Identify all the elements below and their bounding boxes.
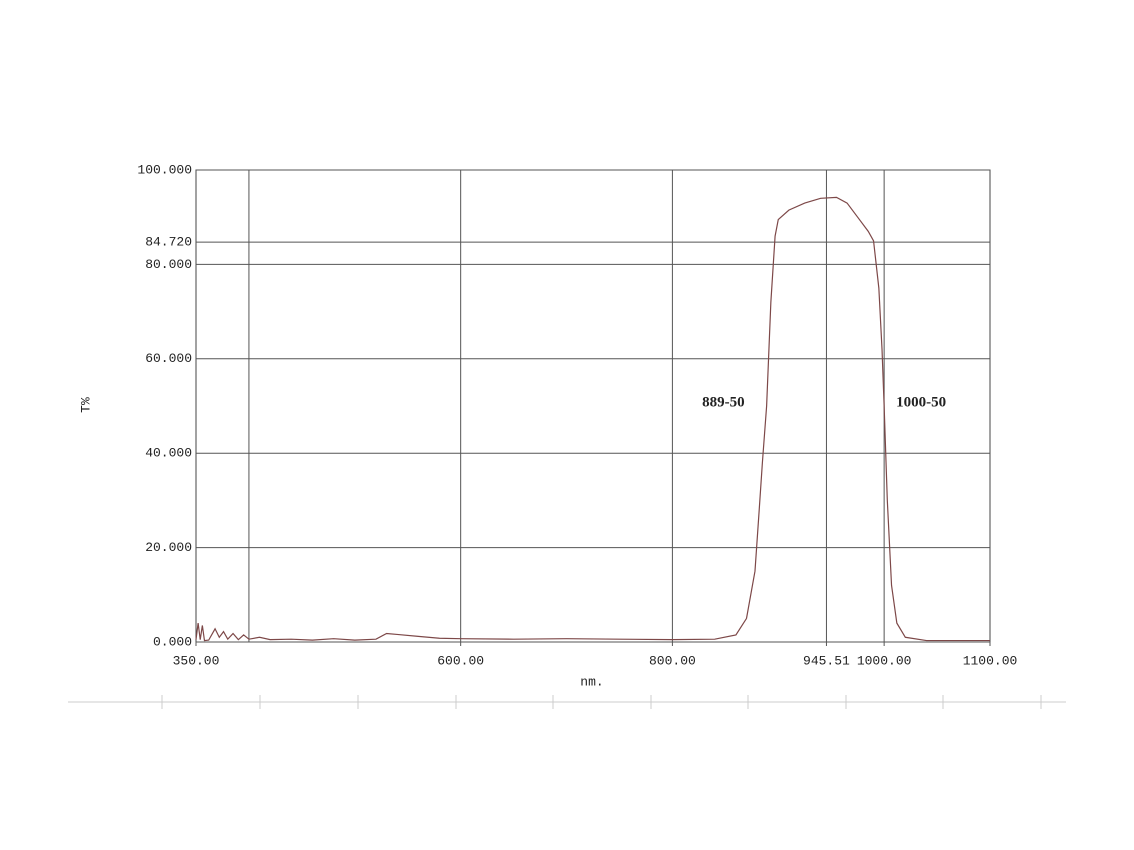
- x-axis-label: nm.: [580, 674, 603, 689]
- x-tick-label: 1100.00: [963, 653, 1018, 668]
- x-tick-label: 600.00: [437, 653, 484, 668]
- x-tick-label: 945.51: [803, 653, 850, 668]
- y-axis-label: T%: [78, 397, 93, 413]
- x-tick-label: 350.00: [173, 653, 220, 668]
- annotation: 1000-50: [896, 394, 946, 410]
- plot-frame: [195, 169, 991, 643]
- y-tick-label: 60.000: [145, 351, 192, 366]
- y-tick-label: 80.000: [145, 257, 192, 272]
- y-tick-label: 40.000: [145, 446, 192, 461]
- x-tick-label: 1000.00: [857, 653, 912, 668]
- x-tick-label: 800.00: [649, 653, 696, 668]
- data-line: [195, 196, 990, 642]
- y-tick-label: 20.000: [145, 540, 192, 555]
- y-tick-label: 84.720: [145, 235, 192, 250]
- y-tick-label: 100.000: [137, 162, 192, 177]
- y-tick-label: 0.000: [153, 634, 192, 649]
- annotation: 889-50: [702, 394, 745, 410]
- decoration: [68, 695, 1066, 709]
